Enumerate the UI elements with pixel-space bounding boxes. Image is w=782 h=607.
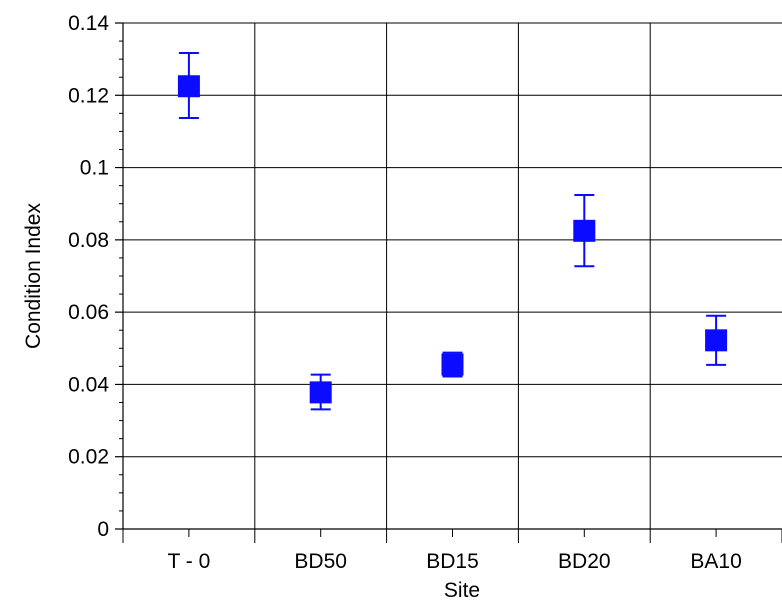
data-point-marker — [705, 329, 728, 352]
data-point-marker — [573, 219, 596, 242]
y-ticks: 0 0.02 0.04 0.06 0.08 0.1 0.12 0.14 — [68, 12, 123, 541]
y-tick-label: 0 — [97, 518, 109, 541]
data-points — [177, 75, 728, 404]
y-tick-label: 0.1 — [80, 157, 109, 180]
y-tick-label: 0.06 — [68, 301, 109, 324]
x-tick-label: BD15 — [426, 550, 479, 573]
y-tick-label: 0.08 — [68, 229, 109, 252]
data-point-marker — [441, 353, 464, 376]
x-tick-label: T - 0 — [168, 550, 211, 573]
data-point-marker — [309, 381, 332, 404]
y-tick-label: 0.04 — [68, 373, 109, 396]
x-tick-label: BD50 — [294, 550, 347, 573]
x-axis-title: Site — [444, 579, 480, 602]
x-ticks: T - 0 BD50 BD15 BD20 BA10 — [122, 529, 782, 573]
x-tick-label: BA10 — [690, 550, 741, 573]
y-axis-title: Condition Index — [22, 203, 45, 349]
y-tick-label: 0.12 — [68, 84, 109, 107]
x-tick-label: BD20 — [558, 550, 611, 573]
grid — [123, 22, 782, 529]
data-point-marker — [177, 75, 200, 98]
y-tick-label: 0.14 — [68, 12, 109, 35]
y-tick-label: 0.02 — [68, 446, 109, 469]
